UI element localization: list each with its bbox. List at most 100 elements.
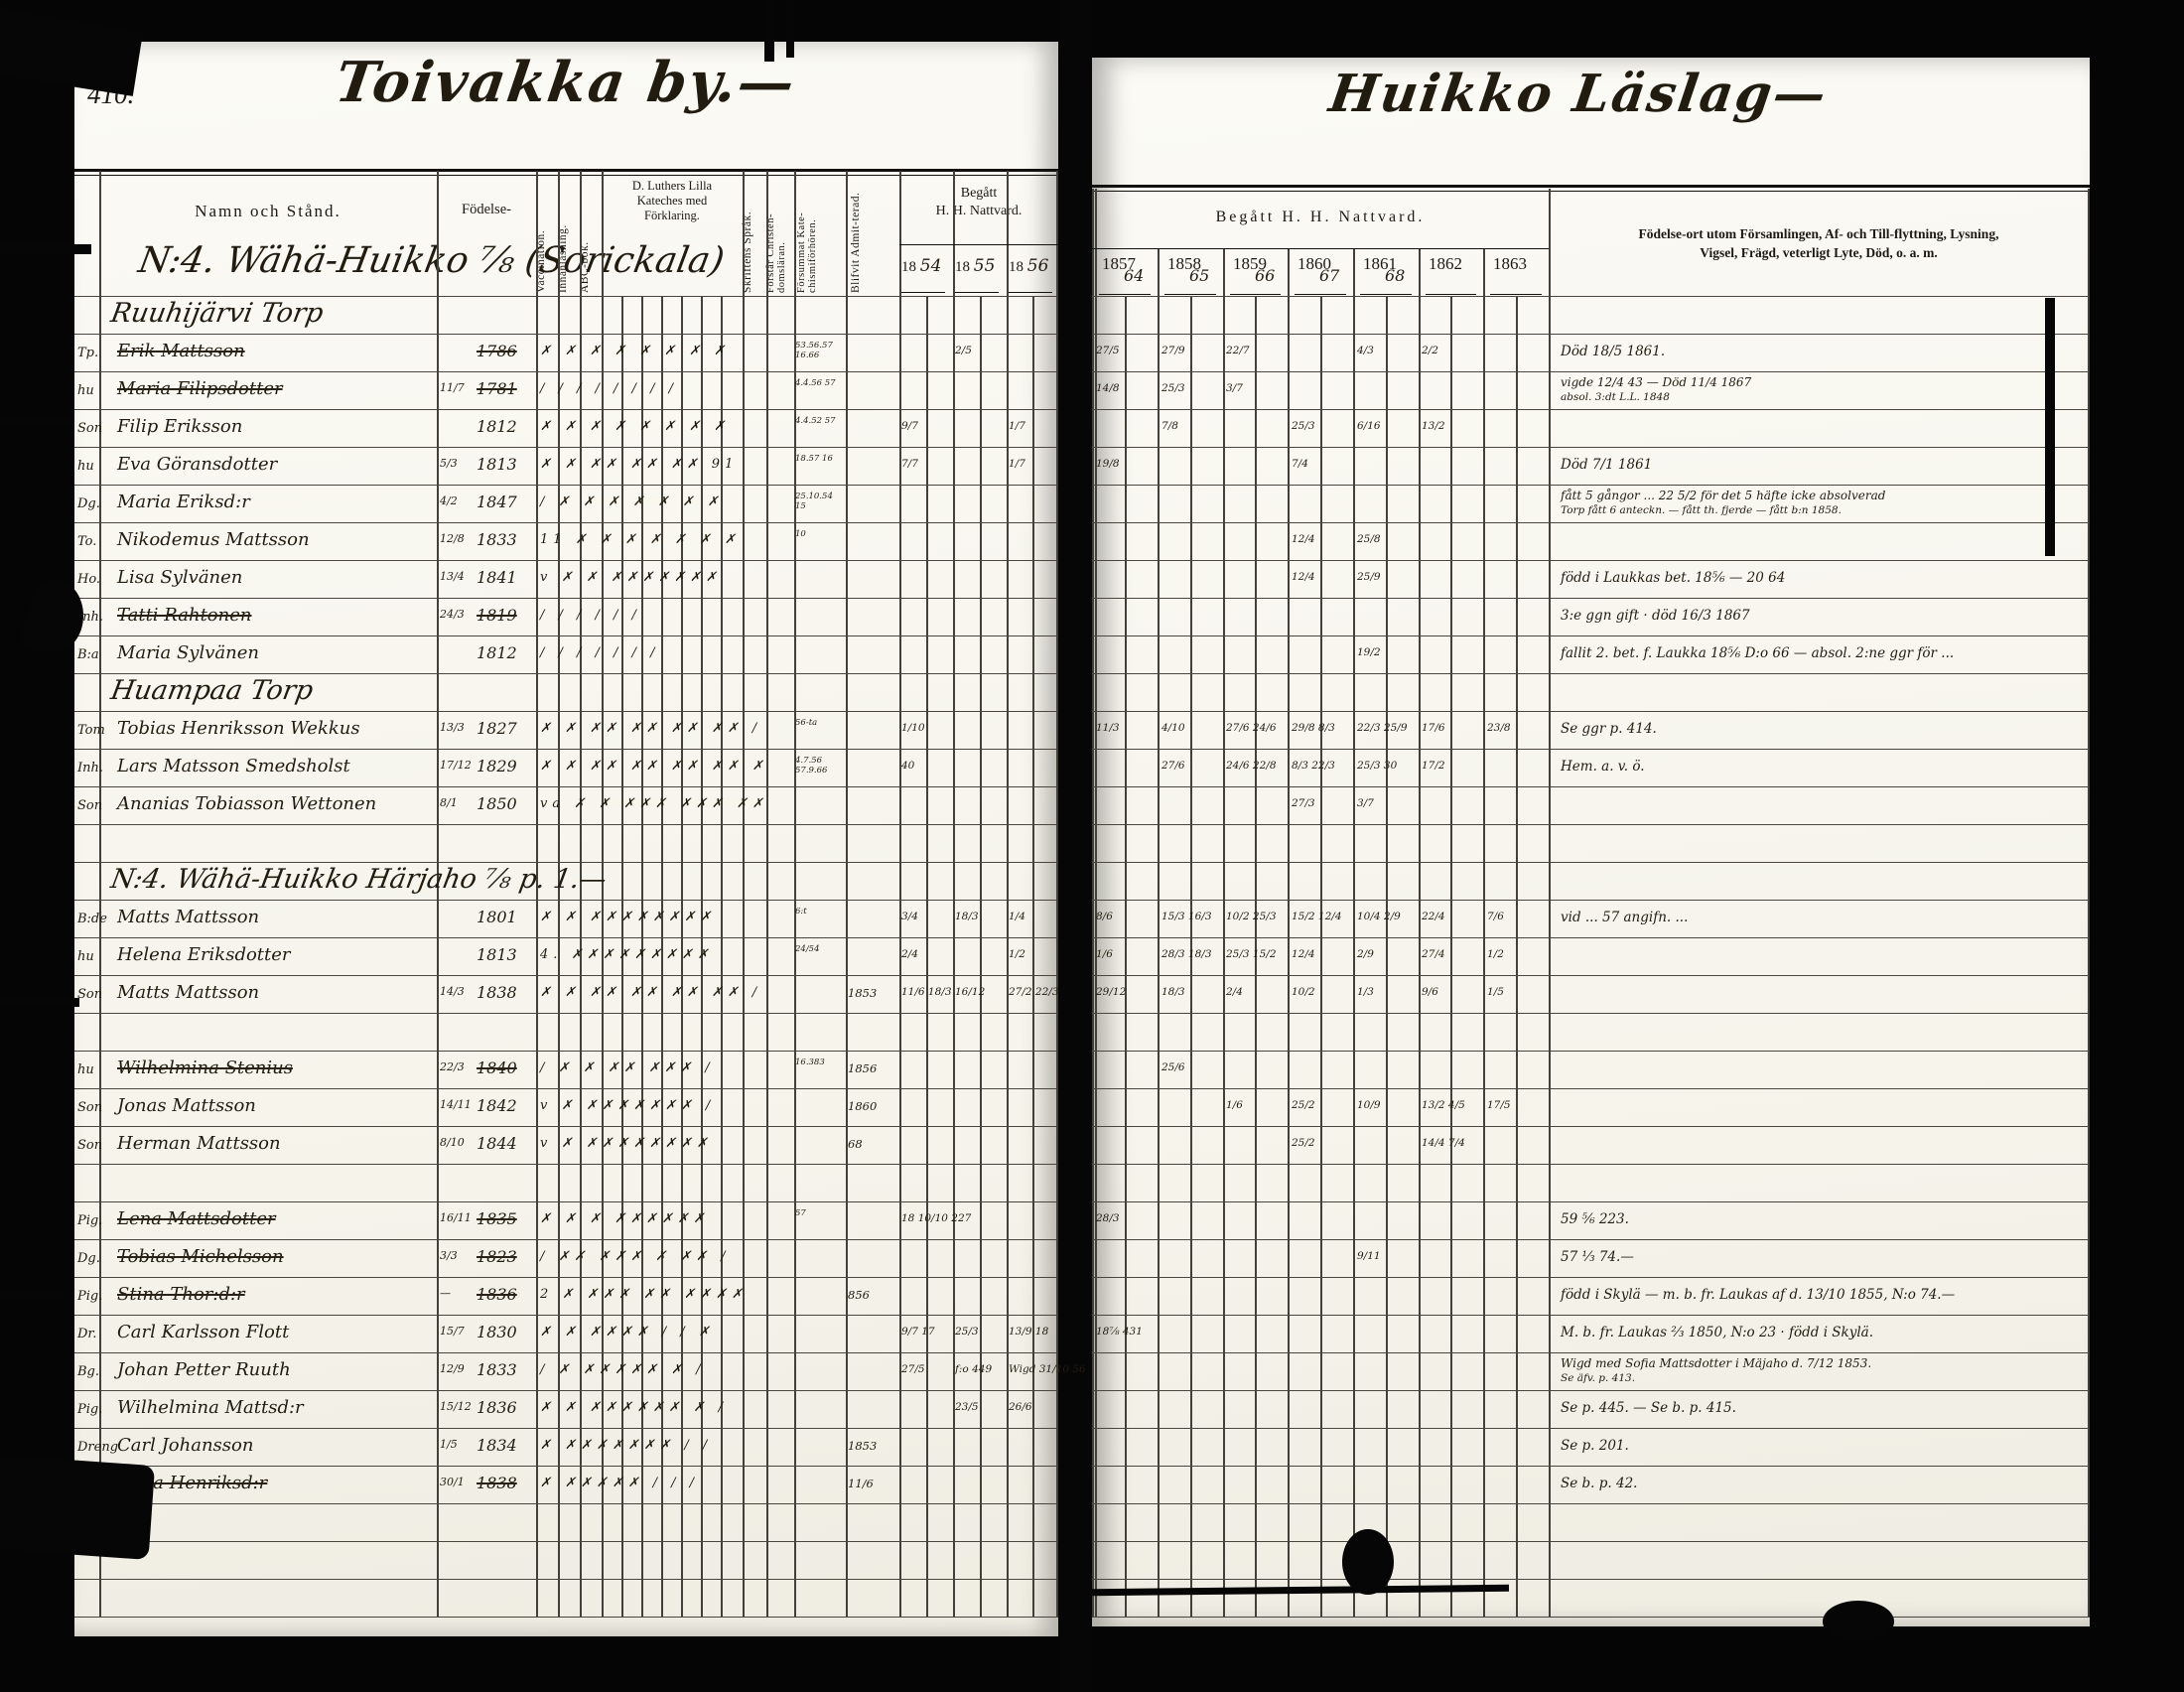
year-written: 65: [1189, 266, 1210, 285]
row-check-marks: ✗ ✗ ✗ ✗ ✗ ✗ ✗ ✗: [540, 344, 731, 358]
grid-line: [1190, 296, 1192, 1617]
note-cell: 3:e ggn gift · död 16/3 1867: [1561, 608, 1750, 624]
row-birth-year: 1812: [477, 417, 517, 436]
communion-cell: 1/5: [1487, 986, 1504, 998]
row-missed-note: 53.56.57 16.66: [795, 341, 833, 360]
note-cell: M. b. fr. Laukas ⅔ 1850, N:o 23 · född i…: [1561, 1325, 1874, 1340]
row-birth-day: 4/2: [440, 494, 458, 507]
row-prefix: hu: [77, 949, 94, 964]
communion-cell: 13/2 4/5: [1422, 1099, 1465, 1111]
grid-line: [1092, 1503, 2090, 1505]
grid-line: [1056, 171, 1058, 1617]
grid-line: [74, 334, 1058, 336]
communion-cell-1856: 1/7: [1009, 458, 1025, 470]
communion-cell: 1/3: [1357, 986, 1374, 998]
communion-cell: 4/10: [1161, 722, 1185, 734]
row-check-marks: v ✗ ✗✗✗✗✗✗✗ /: [540, 1098, 716, 1113]
row-birth-year: 1812: [477, 643, 517, 662]
communion-cell: 12/4: [1292, 948, 1315, 960]
note-cell: fått 5 gångor ... 22 5/2 för det 5 häfte…: [1561, 489, 1886, 502]
grid-line: [1490, 294, 1542, 295]
row-name: Wilhelmina Mattsd:r: [117, 1397, 304, 1418]
left-page-title: Toivakka by.—: [331, 50, 801, 115]
row-birth-day: 17/12: [440, 759, 472, 772]
communion-cell-1856: 1/7: [1009, 420, 1025, 432]
row-prefix: Dreng: [77, 1440, 119, 1455]
grid-line: [1095, 189, 1097, 1617]
grid-line: [899, 171, 901, 1617]
row-name: Matts Mattsson: [117, 907, 260, 927]
grid-line: [74, 1239, 1058, 1241]
note-cell: vigde 12/4 43 — Död 11/4 1867: [1561, 375, 1752, 389]
communion-cell-1856: 1/4: [1009, 911, 1025, 922]
grid-line: [74, 635, 1058, 637]
note-cell: Hem. a. v. ö.: [1561, 759, 1645, 775]
communion-cell: 24/6 22/8: [1226, 760, 1277, 772]
right-year-label: 1863: [1493, 254, 1527, 274]
row-prefix: Dg.: [77, 1251, 100, 1266]
left-year-1855: 18 55: [955, 256, 995, 276]
communion-cell-1854: 3/4: [901, 911, 918, 922]
row-name: Tobias Michelsson: [117, 1246, 284, 1267]
grid-line: [74, 1277, 1058, 1279]
grid-line: [1092, 560, 2090, 562]
year-written: 64: [1124, 266, 1145, 285]
communion-cell: 10/9: [1357, 1099, 1381, 1111]
right-year-label: 1858 65: [1167, 254, 1209, 285]
grid-line: [74, 824, 1058, 826]
note-cell: Se b. p. 42.: [1561, 1476, 1638, 1491]
communion-cell: 17/2: [1422, 760, 1445, 772]
row-birth-year: 1834: [477, 1436, 517, 1455]
row-name: Nikodemus Mattsson: [117, 529, 310, 550]
note-cell: 59 ⅚ 223.: [1561, 1211, 1629, 1227]
year-printed: 1860: [1297, 254, 1331, 273]
communion-cell: 10/4 2/9: [1357, 911, 1401, 922]
row-name: Tatti Rahtonen: [117, 605, 252, 626]
row-check-marks: 11 ✗ ✗ ✗ ✗ ✗ ✗ ✗: [540, 532, 741, 547]
row-admitted-year: 856: [848, 1288, 870, 1302]
row-prefix: To.: [77, 534, 97, 549]
row-check-marks: ✗ ✗ ✗✗ ✗✗ ✗✗ ✗✗ ✗: [540, 759, 768, 774]
year-written: 67: [1319, 266, 1340, 285]
row-name: Carl Johansson: [117, 1435, 254, 1456]
grid-line: [74, 169, 1058, 172]
scan-artifact: [786, 0, 794, 58]
row-name: Matts Mattsson: [117, 982, 260, 1003]
note-cell: vid ... 57 angifn. ...: [1561, 910, 1689, 925]
communion-cell: 12/4: [1292, 533, 1315, 545]
row-birth-day: 15/12: [440, 1400, 472, 1413]
row-prefix: Pig.: [77, 1213, 103, 1228]
communion-cell-1854: 2/4: [901, 948, 918, 960]
grid-line: [955, 292, 999, 293]
grid-line: [1092, 598, 2090, 600]
grid-line: [1092, 1579, 2090, 1581]
communion-cell: 28/3 18/3: [1161, 948, 1212, 960]
grid-line: [74, 598, 1058, 600]
row-birth-year: 1836: [477, 1398, 517, 1417]
left-year-1854: 18 54: [901, 256, 941, 276]
note-cell-line2: Se äfv. p. 413.: [1561, 1372, 1636, 1384]
row-check-marks: ✗ ✗ ✗✗✗✗ / / ✗: [540, 1325, 715, 1340]
row-birth-day: 8/10: [440, 1136, 465, 1149]
communion-cell: 22/7: [1226, 345, 1250, 356]
year-printed: 1859: [1233, 254, 1267, 273]
communion-cell: 15/2 12/4: [1292, 911, 1342, 922]
grid-line: [74, 786, 1058, 788]
grid-line: [74, 1315, 1058, 1317]
year-printed: 1863: [1493, 254, 1527, 273]
communion-cell: 27/6 24/6: [1226, 722, 1277, 734]
note-cell: Wigd med Sofia Mattsdotter i Mäjaho d. 7…: [1561, 1356, 1872, 1370]
row-birth-day: 22/3: [440, 1060, 465, 1073]
row-birth-year: 1835: [477, 1209, 517, 1228]
communion-cell: 22/4: [1422, 911, 1445, 922]
row-prefix: hu: [77, 1062, 94, 1077]
grid-line: [1360, 294, 1412, 295]
grid-line: [74, 1541, 1058, 1543]
row-missed-note: 6:t: [795, 907, 807, 916]
year-written: 54: [919, 256, 942, 276]
communion-cell: 8/3 22/3: [1292, 760, 1335, 772]
row-birth-year: 1781: [477, 379, 517, 398]
communion-cell-1855: 18/3: [955, 911, 979, 922]
communion-cell: 25/2: [1292, 1099, 1315, 1111]
row-prefix: Son: [77, 798, 103, 813]
